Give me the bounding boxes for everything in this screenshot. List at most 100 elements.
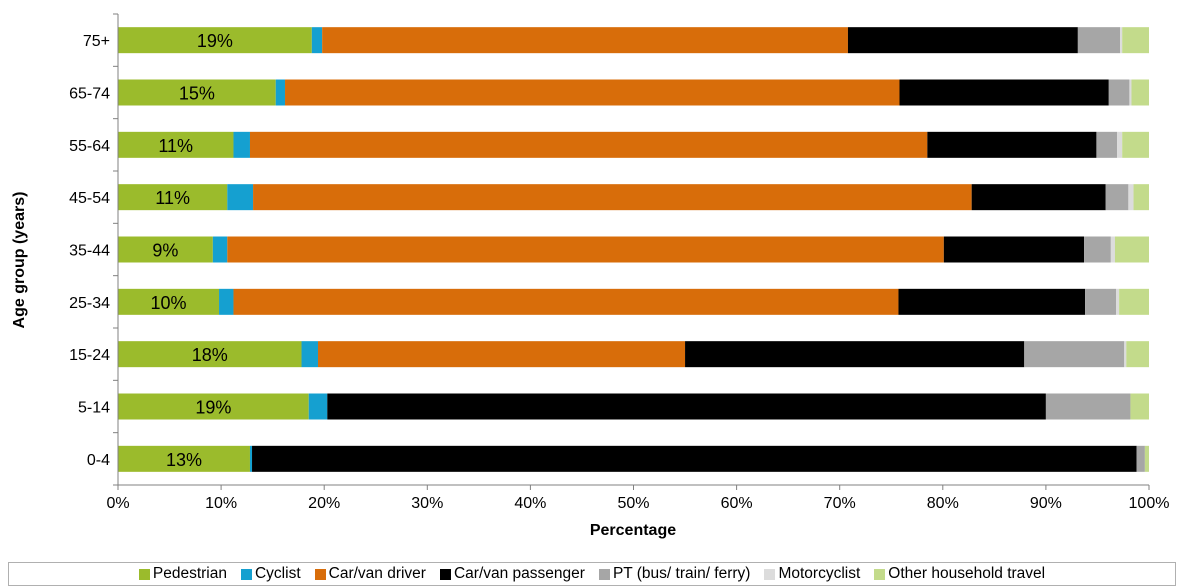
data-label: 18% [192, 345, 228, 365]
legend-item: PT (bus/ train/ ferry) [598, 565, 751, 583]
y-tick-label: 15-24 [69, 347, 110, 364]
legend-swatch [240, 568, 252, 580]
bar-segment [898, 288, 1086, 315]
bar-segment [1096, 131, 1118, 158]
axes-layer [113, 13, 1150, 490]
labels-layer: 75+ 19% 65-74 15% 55-64 11% 45-54 11% 35-44 9% 25-… [69, 31, 1169, 512]
bar-segment [308, 393, 328, 420]
x-tick-label: 100% [1129, 495, 1170, 512]
bar-segment [1119, 288, 1149, 315]
legend-item: Other household travel [874, 565, 1045, 583]
bar-segment [253, 184, 972, 211]
data-label: 10% [151, 293, 187, 313]
bar-segment [1045, 393, 1131, 420]
x-tick-label: 30% [411, 495, 443, 512]
y-axis-title: Age group (years) [11, 192, 28, 329]
x-tick-label: 10% [205, 495, 237, 512]
bar-segment [327, 393, 1046, 420]
legend-item: Car/van driver [314, 565, 426, 583]
y-tick-label: 45-54 [69, 190, 110, 207]
bar-segment [322, 27, 848, 54]
data-label: 13% [166, 450, 202, 470]
bar-segment [249, 131, 928, 158]
bar-segment [1128, 184, 1134, 211]
bars-layer [118, 27, 1149, 472]
stacked-bar-chart: 75+ 19% 65-74 15% 55-64 11% 45-54 11% 35-44 9% 25-… [11, 13, 1169, 539]
bar-segment [118, 27, 312, 54]
bar-segment [311, 27, 323, 54]
y-tick-label: 35-44 [69, 243, 110, 260]
bar-segment [1120, 27, 1123, 54]
legend: Pedestrian Cyclist Car/van driver Car/van p… [8, 562, 1176, 586]
x-tick-label: 0% [106, 495, 129, 512]
bar-segment [118, 79, 276, 106]
bar-segment [1126, 341, 1149, 368]
y-tick-label: 75+ [83, 33, 110, 50]
bar-segment [1136, 445, 1145, 472]
x-tick-label: 90% [1030, 495, 1062, 512]
legend-swatch [764, 568, 776, 580]
bar-segment [118, 288, 220, 315]
legend-swatch [138, 568, 150, 580]
data-label: 9% [152, 241, 178, 261]
bar-segment [227, 236, 944, 263]
legend-item: Car/van passenger [439, 565, 585, 583]
bar-segment [1108, 79, 1130, 106]
data-label: 15% [179, 84, 215, 104]
x-tick-label: 20% [308, 495, 340, 512]
legend-item: Cyclist [240, 565, 301, 583]
bar-segment [1105, 184, 1129, 211]
legend-item: Pedestrian [138, 565, 227, 583]
bar-segment [971, 184, 1106, 211]
bar-segment [1130, 393, 1149, 420]
bar-segment [118, 341, 302, 368]
bar-segment [1129, 79, 1132, 106]
legend-label: PT (bus/ train/ ferry) [612, 565, 751, 582]
legend-swatch [314, 568, 326, 580]
bar-segment [118, 393, 309, 420]
bar-segment [301, 341, 319, 368]
y-tick-label: 0-4 [87, 452, 110, 469]
bar-segment [118, 184, 228, 211]
legend-label: Other household travel [888, 565, 1046, 582]
bar-segment [1116, 288, 1120, 315]
x-tick-label: 80% [927, 495, 959, 512]
y-tick-label: 65-74 [69, 86, 110, 103]
bar-segment [1024, 341, 1125, 368]
bar-segment [1110, 236, 1115, 263]
bar-segment [233, 131, 250, 158]
legend-swatch [598, 568, 610, 580]
legend-label: Car/van driver [328, 565, 426, 582]
bar-segment [847, 27, 1078, 54]
data-label: 11% [155, 188, 190, 208]
bar-segment [685, 341, 1025, 368]
bar-segment [899, 79, 1109, 106]
bar-segment [1085, 288, 1117, 315]
bar-segment [219, 288, 234, 315]
y-tick-label: 25-34 [69, 295, 110, 312]
bar-segment [227, 184, 254, 211]
x-tick-label: 50% [617, 495, 649, 512]
legend-label: Motorcyclist [778, 565, 861, 582]
bar-segment [1114, 236, 1149, 263]
legend-label: Cyclist [254, 565, 301, 582]
x-axis-title: Percentage [590, 522, 676, 539]
bar-segment [275, 79, 286, 106]
data-label: 19% [197, 31, 233, 51]
legend-swatch [439, 568, 451, 580]
x-tick-label: 70% [824, 495, 856, 512]
bar-segment [943, 236, 1085, 263]
bar-segment [1084, 236, 1111, 263]
bar-segment [1131, 79, 1149, 106]
legend-item: Motorcyclist [764, 565, 860, 583]
bar-segment [927, 131, 1097, 158]
y-tick-label: 5-14 [78, 400, 110, 417]
legend-swatch [874, 568, 886, 580]
x-tick-label: 60% [721, 495, 753, 512]
data-label: 19% [195, 398, 231, 418]
y-tick-label: 55-64 [69, 138, 110, 155]
legend-label: Car/van passenger [453, 565, 585, 582]
bar-segment [1133, 184, 1149, 211]
bar-segment [1117, 131, 1123, 158]
bar-segment [252, 445, 1137, 472]
